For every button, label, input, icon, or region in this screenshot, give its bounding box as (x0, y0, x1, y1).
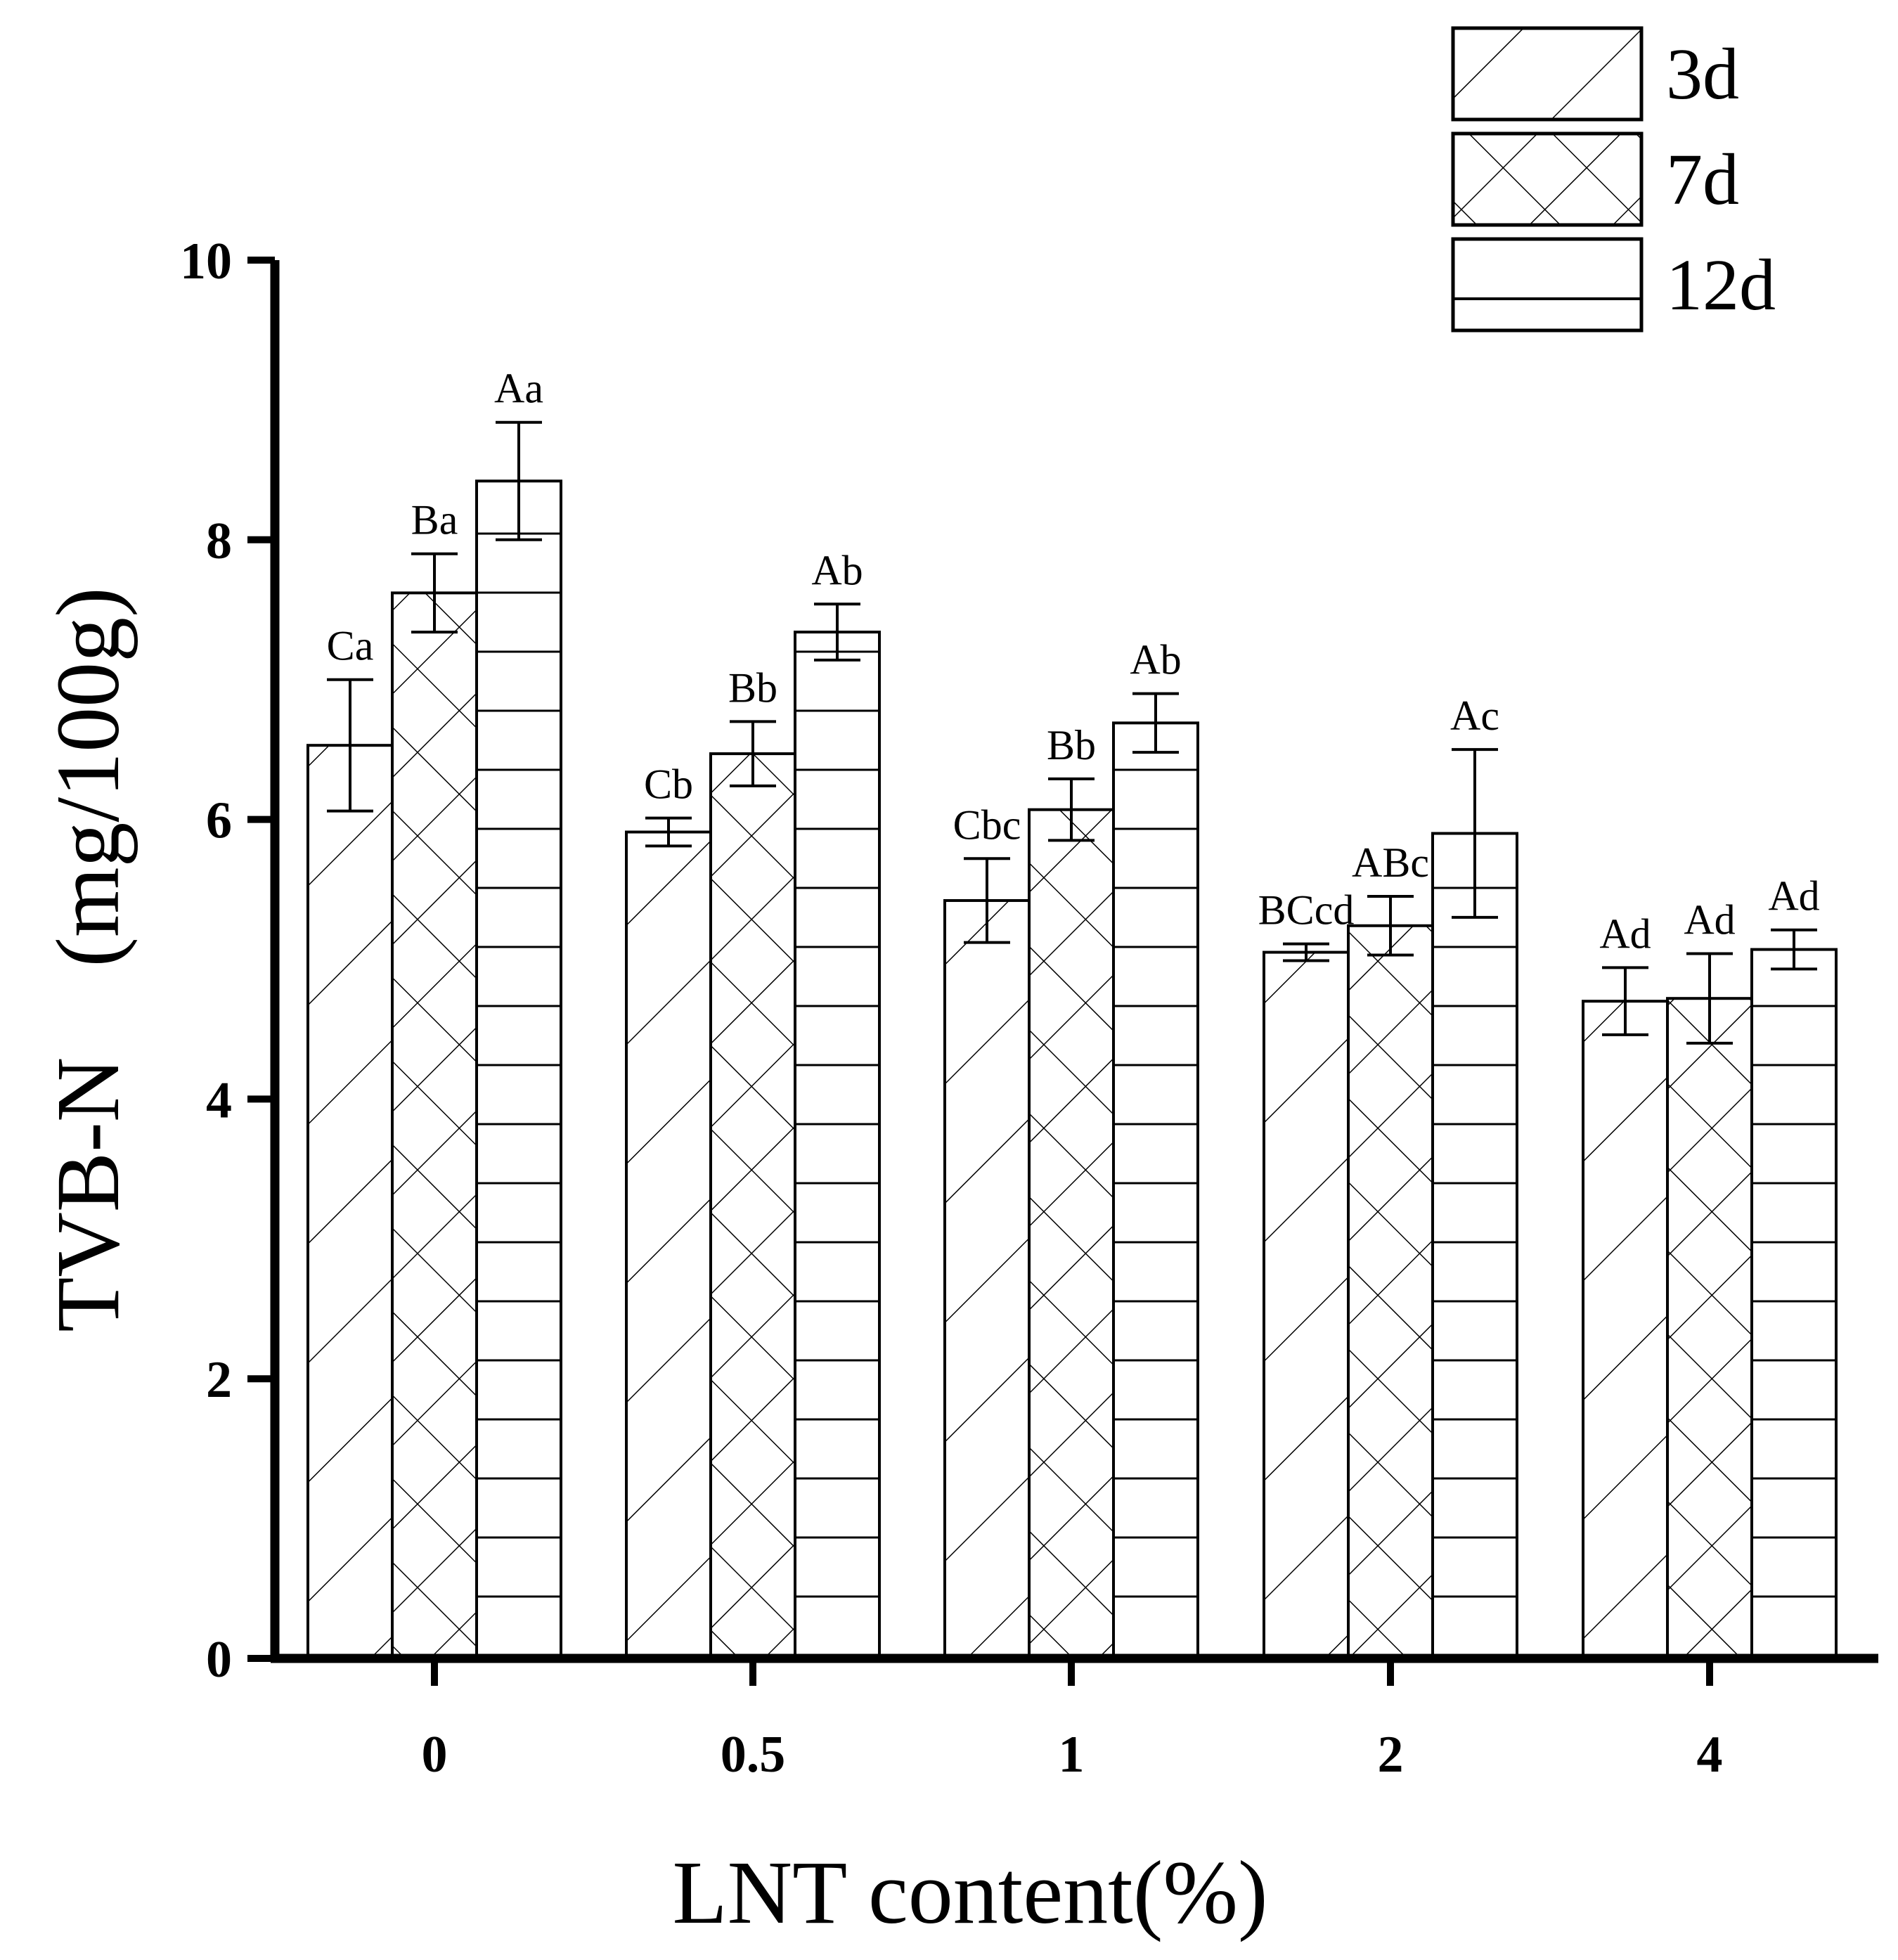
error-bar-7d-0-5 (730, 720, 776, 787)
sig-label-3d-0: Ca (327, 623, 374, 669)
sig-label-3d-1: Cbc (953, 801, 1021, 848)
legend-label-12d: 12d (1666, 245, 1776, 325)
sig-label-12d-4: Ad (1768, 873, 1819, 920)
sig-label-7d-2: ABc (1352, 839, 1429, 886)
x-axis-title: LNT content(%) (672, 1843, 1267, 1942)
sig-label-7d-1: Bb (1047, 722, 1096, 768)
legend-swatch-3d (1451, 26, 1644, 122)
sig-label-3d-0-5: Cb (644, 761, 693, 808)
error-bars (327, 420, 1817, 1045)
bar-12d-0-5 (794, 631, 881, 1660)
bar-3d-2 (1263, 950, 1350, 1661)
legend-item-12d: 12d (1451, 237, 1776, 333)
x-tick-label: 4 (1697, 1726, 1723, 1784)
x-tick-label: 0.5 (721, 1726, 786, 1784)
y-axis-title: TVB-N (mg/100g) (38, 587, 138, 1332)
bar-7d-0-5 (709, 752, 796, 1660)
error-bar-7d-2 (1367, 894, 1414, 957)
x-tick-label: 2 (1378, 1726, 1404, 1784)
y-ticks: 0 2 4 6 8 10 (180, 233, 275, 1689)
error-bar-12d-1 (1132, 692, 1179, 754)
error-bar-12d-0-5 (814, 602, 860, 662)
y-tick-label: 10 (180, 233, 232, 290)
bar-3d-1 (943, 898, 1031, 1660)
significance-labels: Ca Cb Cbc BCcd Ad Ba Bb Bb ABc Ad Aa Ab Ab Ac Ad (327, 366, 1820, 958)
sig-label-12d-0-5: Ab (811, 547, 863, 593)
error-bar-3d-1 (964, 857, 1010, 944)
x-tick-label: 1 (1059, 1726, 1085, 1784)
legend: 3d 7d 12d (1451, 26, 1776, 333)
x-ticks: 0 0.5 1 2 4 (422, 1658, 1723, 1784)
error-bar-3d-0-5 (645, 816, 692, 848)
legend-swatch-12d (1451, 237, 1644, 333)
bars (306, 479, 1838, 1661)
error-bar-7d-1 (1048, 777, 1095, 842)
sig-label-3d-4: Ad (1599, 910, 1651, 957)
bar-3d-0-5 (625, 830, 712, 1660)
legend-item-3d: 3d (1451, 26, 1739, 122)
y-tick-label: 0 (206, 1631, 232, 1689)
error-bar-12d-2 (1452, 748, 1498, 919)
error-bar-7d-4 (1686, 952, 1733, 1045)
error-bar-3d-4 (1602, 966, 1648, 1036)
sig-label-12d-1: Ab (1130, 637, 1181, 683)
bar-12d-1 (1112, 721, 1199, 1660)
legend-swatch-7d (1451, 131, 1644, 227)
bar-7d-4 (1666, 997, 1753, 1660)
legend-item-7d: 7d (1451, 131, 1739, 227)
error-bar-7d-0 (411, 552, 458, 634)
y-tick-label: 4 (206, 1071, 232, 1129)
bar-7d-0 (391, 591, 478, 1661)
bar-3d-4 (1582, 1000, 1669, 1661)
x-tick-label: 0 (422, 1726, 448, 1784)
error-bar-3d-2 (1283, 942, 1329, 962)
y-tick-label: 8 (206, 512, 232, 570)
sig-label-7d-4: Ad (1684, 897, 1735, 943)
y-tick-label: 6 (206, 792, 232, 850)
sig-label-7d-0: Ba (411, 497, 458, 543)
bar-3d-0 (306, 744, 394, 1660)
bar-12d-0 (475, 479, 562, 1661)
y-tick-label: 2 (206, 1351, 232, 1409)
bar-7d-2 (1347, 924, 1434, 1660)
bar-12d-4 (1750, 948, 1838, 1660)
legend-label-7d: 7d (1666, 139, 1739, 220)
sig-label-12d-2: Ac (1450, 692, 1499, 739)
error-bar-12d-0 (496, 420, 542, 541)
legend-label-3d: 3d (1666, 34, 1739, 115)
bar-12d-2 (1431, 832, 1518, 1660)
sig-label-12d-0: Aa (494, 366, 543, 412)
error-bar-12d-4 (1771, 928, 1817, 971)
bar-7d-1 (1028, 808, 1115, 1660)
error-bar-3d-0 (327, 678, 373, 813)
sig-label-7d-0-5: Bb (728, 664, 777, 711)
sig-label-3d-2: BCcd (1258, 887, 1355, 934)
